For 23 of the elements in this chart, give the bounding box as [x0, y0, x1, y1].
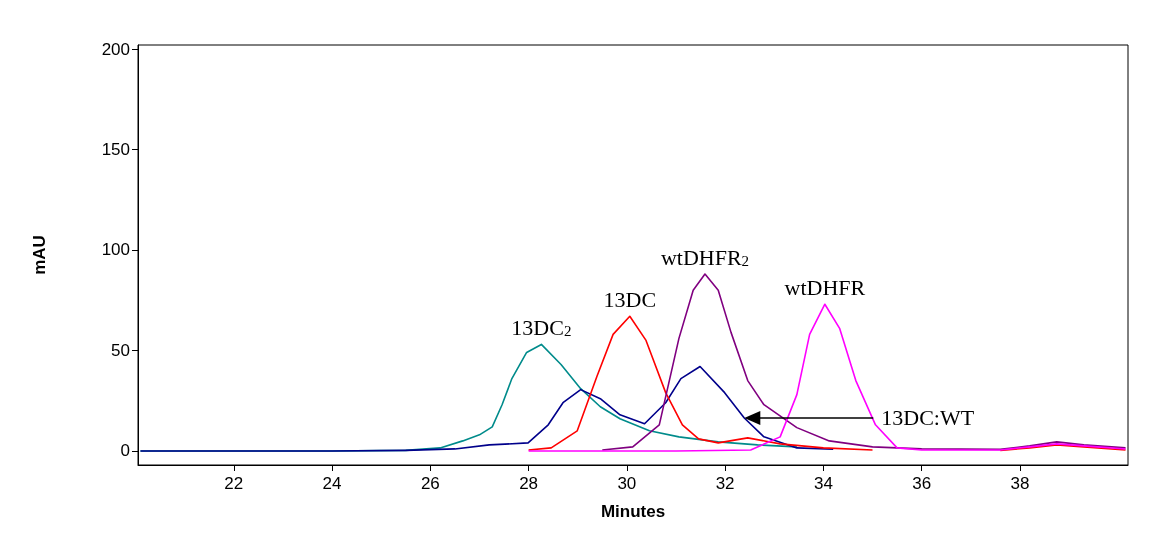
line-series [139, 365, 835, 452]
y-tick-label: 50 [111, 340, 130, 360]
x-tick-label: 26 [420, 474, 440, 493]
text: 13DC:WT [881, 405, 975, 431]
annotation: wtDHFR [784, 274, 866, 300]
annotation: wtDHFR2 [660, 244, 750, 270]
x-tick-label: 38 [1010, 474, 1030, 493]
y-axis-title: mAU [30, 235, 49, 275]
x-tick-label: 32 [715, 474, 735, 493]
annotation: 13DC2 [511, 314, 572, 340]
y-tick-label: 200 [101, 39, 130, 59]
x-tick-label: 28 [519, 474, 539, 493]
annotation: 13DC [603, 286, 657, 312]
x-tick-label: 22 [224, 474, 244, 493]
x-axis-title: Minutes [600, 502, 666, 521]
x-tick-label: 30 [617, 474, 637, 493]
y-tick-label: 100 [101, 240, 130, 260]
y-tick-label: 0 [120, 441, 130, 461]
y-tick-label: 150 [101, 140, 130, 159]
line-series [601, 273, 1127, 451]
x-tick-label: 34 [813, 474, 833, 493]
x-tick-label: 24 [322, 474, 342, 493]
x-tick-label: 36 [912, 474, 932, 493]
